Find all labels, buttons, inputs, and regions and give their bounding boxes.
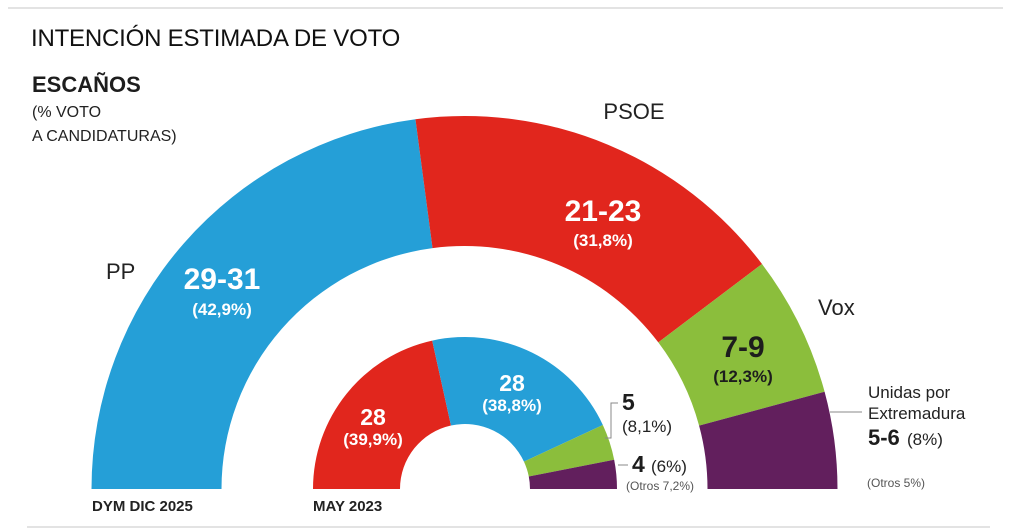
label-2023-uxe-seats: 4	[632, 451, 645, 477]
label-outer-others: (Otros 5%)	[867, 476, 925, 490]
label-2023-psoe-pct: (39,9%)	[343, 430, 403, 449]
may-2023-segment-unidas-por-extremadura	[528, 459, 617, 489]
label-2023-vox-seats: 5	[622, 389, 635, 415]
label-2023-psoe-seats: 28	[360, 404, 386, 430]
label-uxe-seats: 5-6	[868, 425, 900, 450]
label-pp-pct: (42,9%)	[192, 300, 252, 319]
top-divider	[8, 7, 1003, 9]
label-psoe-name: PSOE	[603, 99, 664, 124]
dym-2025-segments	[91, 116, 838, 489]
label-uxe-name-line1: Unidas por	[868, 383, 951, 402]
label-uxe-name-line2: Extremadura	[868, 404, 966, 423]
label-2023-uxe-pct: (6%)	[651, 457, 687, 476]
label-pp-seats: 29-31	[184, 263, 261, 296]
may-2023-segment-psoe	[313, 340, 451, 489]
label-2023-pp-seats: 28	[499, 370, 525, 396]
subtitle-note: (% VOTO A CANDIDATURAS)	[32, 101, 177, 149]
label-uxe-pct: (8%)	[907, 430, 943, 449]
label-dym-2025: DYM DIC 2025	[92, 498, 193, 515]
may-2023-segment-vox	[523, 424, 615, 477]
label-2023-pp-pct: (38,8%)	[482, 396, 542, 415]
label-psoe-seats: 21-23	[565, 195, 642, 228]
label-may-2023: MAY 2023	[313, 498, 382, 515]
subtitle-seats: ESCAÑOS	[32, 72, 141, 97]
chart-title: INTENCIÓN ESTIMADA DE VOTO	[31, 25, 401, 52]
may-2023-segment-pp	[432, 337, 603, 462]
label-vox-name: Vox	[818, 295, 855, 320]
label-inner-others: (Otros 7,2%)	[626, 479, 694, 493]
label-pp-name: PP	[106, 259, 135, 284]
bottom-divider	[27, 526, 990, 528]
label-vox-pct: (12,3%)	[713, 367, 773, 386]
label-psoe-pct: (31,8%)	[573, 231, 633, 250]
subtitle-note-line1: (% VOTO	[32, 104, 102, 121]
label-2023-vox-pct: (8,1%)	[622, 417, 672, 436]
dym-2025-segment-vox	[658, 264, 825, 426]
subtitle-note-line2: A CANDIDATURAS)	[32, 128, 177, 145]
dym-2025-segment-psoe	[415, 116, 763, 343]
dym-2025-segment-pp	[91, 119, 433, 489]
vox-2023-bracket	[605, 402, 618, 439]
dym-2025-segment-unidas-por-extremadura	[699, 391, 838, 489]
may-2023-segments	[313, 337, 617, 489]
label-vox-seats: 7-9	[721, 331, 764, 364]
